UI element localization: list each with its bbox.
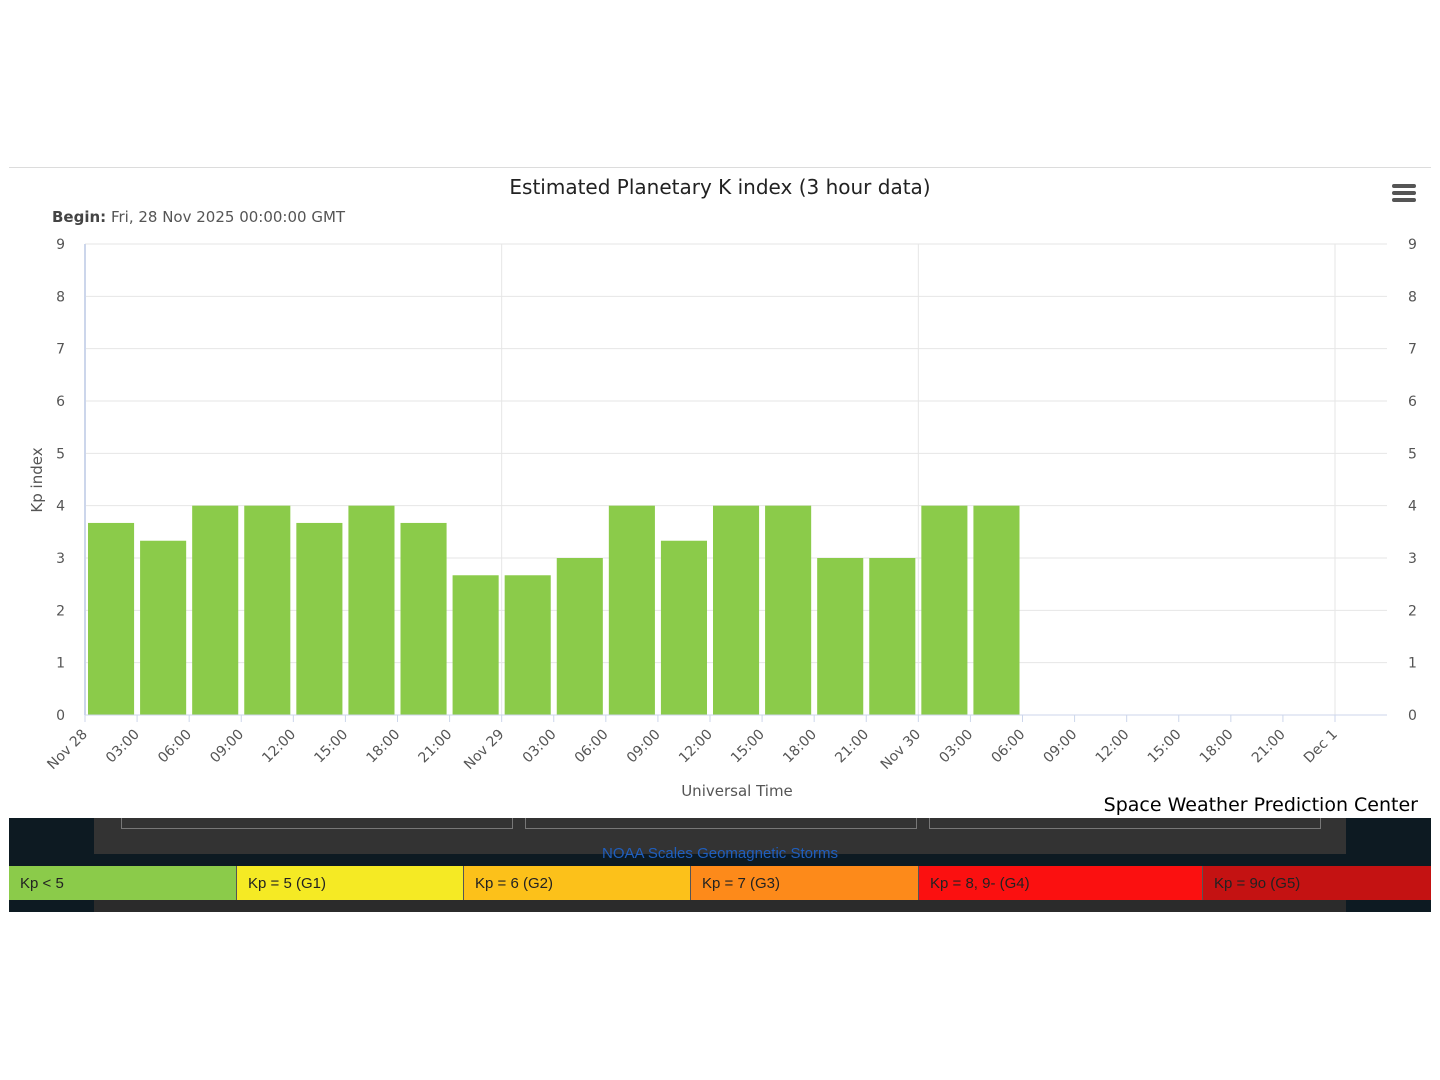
x-tick-label: 06:00 [572,727,612,767]
chart-title: Estimated Planetary K index (3 hour data… [509,175,931,199]
kp-bar [713,505,760,715]
kp-bar [817,558,864,715]
y-tick-label-right: 3 [1408,551,1417,567]
kp-bar [296,522,343,715]
kp-bar [869,558,916,715]
kp-bar [140,540,187,715]
y-tick-label-left: 3 [56,551,65,567]
y-tick-label-left: 5 [56,446,65,462]
y-tick-label-right: 2 [1408,603,1417,619]
x-tick-label: 18:00 [363,727,403,767]
y-tick-label-left: 4 [56,499,65,515]
kp-bar [192,505,239,715]
credit-text: Space Weather Prediction Center [1103,794,1418,816]
x-tick-label: 12:00 [1093,727,1133,767]
subtitle-value: Fri, 28 Nov 2025 00:00:00 GMT [110,208,346,226]
kp-bar [88,522,135,715]
x-tick-label: 18:00 [780,727,820,767]
kp-bar [504,575,551,715]
kp-bar [608,505,655,715]
y-tick-label-right: 9 [1408,237,1417,253]
subtitle-label: Begin: [52,208,107,226]
y-tick-label-left: 8 [56,289,65,305]
y-tick-label-right: 1 [1408,656,1417,672]
footer-panel [94,818,1346,854]
kp-bar [452,575,499,715]
y-tick-label-left: 6 [56,394,65,410]
scale-cell-g2: Kp = 6 (G2) [464,866,691,900]
x-tick-label: 09:00 [1041,727,1081,767]
x-tick-label: Nov 29 [461,727,507,773]
x-tick-label: 15:00 [311,727,351,767]
kp-bar [973,505,1020,715]
x-tick-label: 03:00 [936,727,976,767]
x-axis-title: Universal Time [681,782,793,800]
y-tick-label-left: 1 [56,656,65,672]
y-tick-label-left: 0 [56,708,65,724]
footer-lower [94,900,1346,912]
y-tick-label-left: 9 [56,237,65,253]
x-tick-label: 09:00 [207,727,247,767]
x-tick-label: Nov 30 [878,727,924,773]
kp-bar-chart: 0 0 1 1 2 2 3 3 4 4 5 5 6 6 7 7 8 8 9 9 Nov 28 03:00 06:00 09:0… [28,237,1417,800]
kp-bar [556,558,603,715]
footer-box [929,818,1321,829]
y-tick-label-right: 7 [1408,342,1417,358]
kp-bar [660,540,707,715]
x-tick-label: 12:00 [676,727,716,767]
x-tick-label: 06:00 [988,727,1028,767]
noaa-scales-link[interactable]: NOAA Scales Geomagnetic Storms [602,845,838,862]
scale-cell-g5: Kp = 9o (G5) [1203,866,1431,900]
scale-cell-g1: Kp = 5 (G1) [237,866,464,900]
y-tick-label-right: 4 [1408,499,1417,515]
y-tick-label-left: 2 [56,603,65,619]
y-tick-label-right: 5 [1408,446,1417,462]
kp-bar [348,505,395,715]
x-tick-label: 03:00 [520,727,560,767]
top-divider [9,167,1431,168]
x-tick-label: 06:00 [155,727,195,767]
footer-box [525,818,917,829]
kp-scale-legend: Kp < 5 Kp = 5 (G1) Kp = 6 (G2) Kp = 7 (G… [9,866,1431,900]
kp-bar [765,505,812,715]
x-tick-label: 21:00 [832,727,872,767]
x-tick-label: 03:00 [103,727,143,767]
kp-bar [400,522,447,715]
y-tick-label-right: 6 [1408,394,1417,410]
x-tick-label: 21:00 [1249,727,1289,767]
y-tick-label-left: 7 [56,342,65,358]
kp-bar [921,505,968,715]
hamburger-menu-icon[interactable] [1392,184,1416,206]
footer-box [121,818,513,829]
y-axis-title: Kp index [28,447,46,512]
scale-cell-g4: Kp = 8, 9- (G4) [919,866,1203,900]
chart-subtitle: Begin: Fri, 28 Nov 2025 00:00:00 GMT [52,208,345,226]
x-tick-label: Nov 28 [44,727,90,773]
x-tick-label: 09:00 [624,727,664,767]
x-tick-label: Dec 1 [1301,727,1341,767]
scale-cell-g3: Kp = 7 (G3) [691,866,919,900]
x-tick-label: 21:00 [416,727,456,767]
x-tick-label: 15:00 [1145,727,1185,767]
x-tick-label: 12:00 [259,727,299,767]
scale-cell-kp-below-5: Kp < 5 [9,866,237,900]
y-tick-label-right: 8 [1408,289,1417,305]
kp-bar [244,505,291,715]
y-tick-label-right: 0 [1408,708,1417,724]
x-tick-label: 18:00 [1197,727,1237,767]
x-tick-label: 15:00 [728,727,768,767]
